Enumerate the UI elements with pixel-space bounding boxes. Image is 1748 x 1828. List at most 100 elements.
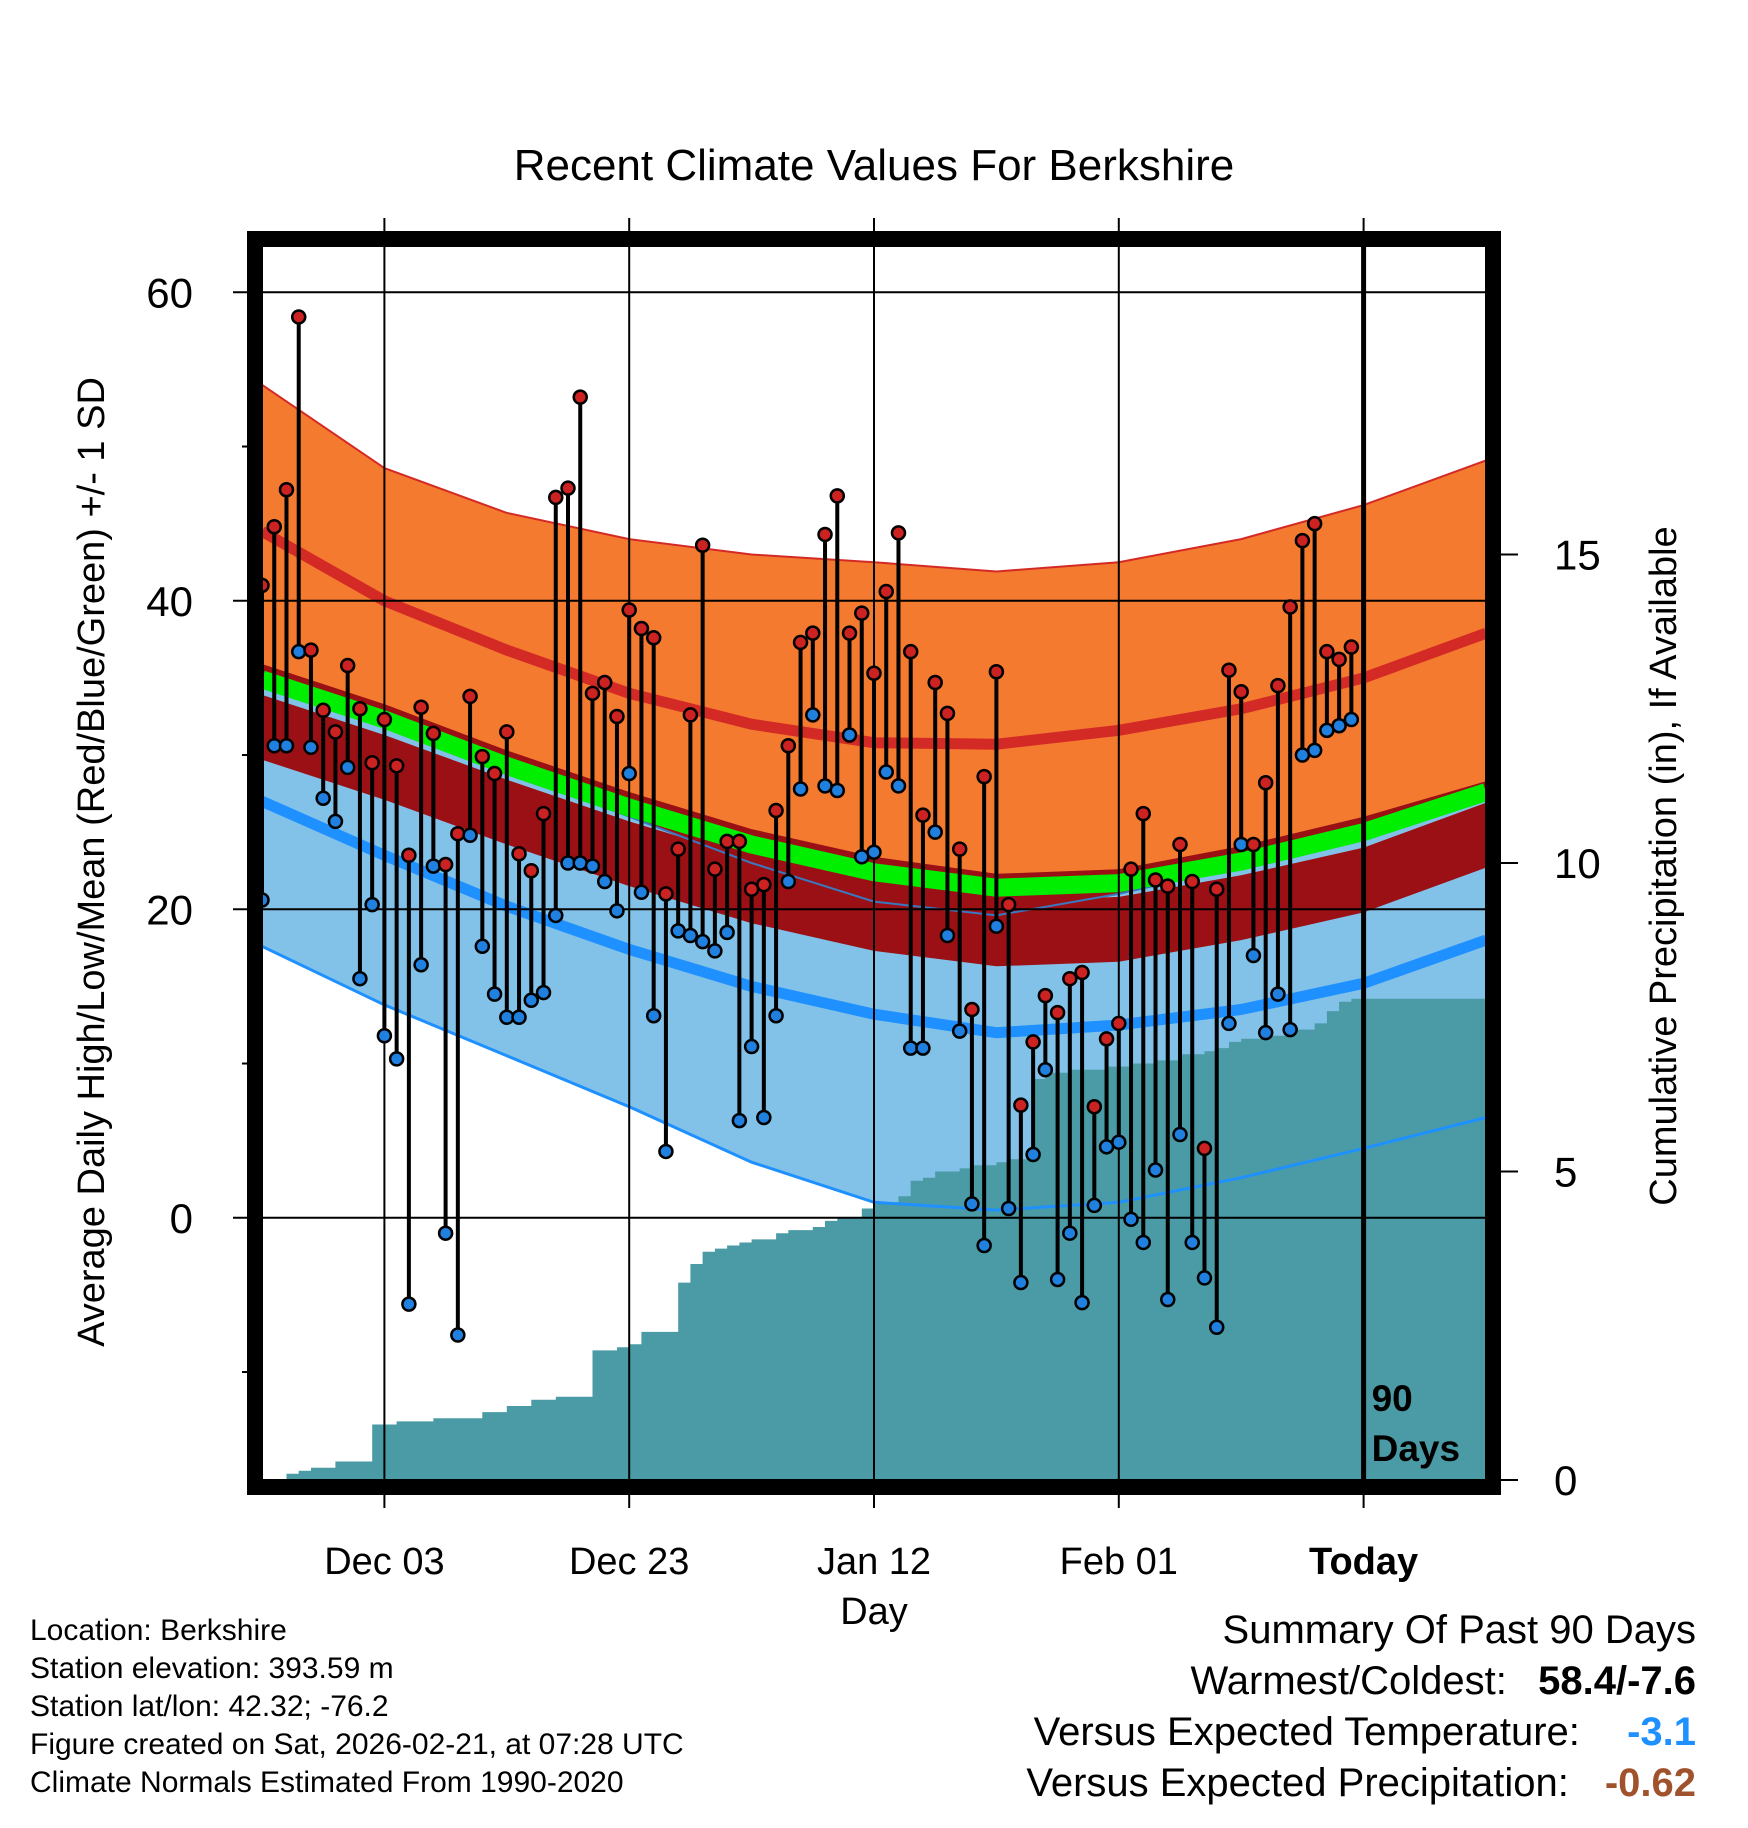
low-point [352,970,368,987]
low-point [290,643,307,660]
high-point [658,886,674,902]
high-point [1135,805,1152,822]
high-point [670,841,686,857]
high-point [768,802,784,819]
normals-text: Climate Normals Estimated From 1990-2020 [30,1766,624,1799]
high-point [278,481,295,498]
high-point [413,699,429,715]
high-point [364,754,380,771]
low-point [780,873,797,890]
low-point [327,813,344,830]
low-point [621,765,637,782]
low-point [523,992,540,1009]
high-point [1098,1031,1115,1047]
high-point [1270,677,1286,694]
low-point [609,903,625,919]
low-point [1049,1271,1066,1288]
low-point [376,1028,393,1044]
low-point [1172,1126,1188,1143]
high-point [1221,662,1237,678]
high-point [1343,639,1360,655]
low-point [829,782,846,799]
high-point [315,702,331,719]
low-point [878,764,894,780]
high-point [388,758,405,774]
low-point [388,1051,405,1067]
high-point [1233,684,1249,700]
high-point [1025,1034,1041,1050]
high-point [499,724,515,740]
low-point [584,858,601,874]
high-point [976,768,992,785]
high-point [425,725,442,742]
y-tick-label: 60 [146,269,193,316]
location-text: Location: Berkshire [30,1614,287,1647]
y2-axis-label: Cumulative Precipitation (in), If Availa… [1643,526,1685,1205]
high-point [1208,881,1225,897]
high-point [1013,1097,1029,1113]
high-point [1123,861,1139,877]
high-point [1086,1098,1103,1115]
low-point [486,986,503,1002]
low-point [927,824,943,840]
high-point [266,518,282,535]
high-point [707,861,723,877]
precip-label: Versus Expected Precipitation: [1026,1761,1569,1805]
low-point [658,1143,674,1160]
low-point [1086,1197,1103,1214]
low-point [401,1296,417,1312]
low-point [645,1007,662,1024]
precip-row: Versus Expected Precipitation: -0.62 [796,1758,1696,1809]
low-point [866,844,882,860]
low-point [315,790,331,806]
low-point [707,943,723,959]
warmest-value: 58.4/-7.6 [1538,1659,1696,1703]
x-tick-label: Jan 12 [817,1541,931,1583]
x-tick-label: Today [1309,1541,1418,1583]
high-point [890,525,907,541]
low-point [413,957,429,973]
high-point [376,711,393,728]
temp-label: Versus Expected Temperature: [1033,1710,1580,1754]
low-point [1306,742,1323,759]
high-point [486,765,503,782]
high-point [939,705,956,722]
y2-tick-label: 0 [1554,1457,1577,1504]
low-point [1184,1234,1200,1251]
x-tick-label: Feb 01 [1060,1541,1178,1583]
low-point [1062,1225,1078,1241]
high-point [854,605,870,621]
y-tick-label: 20 [146,886,193,933]
low-point [1111,1134,1127,1150]
low-point [1013,1274,1029,1291]
high-point [352,701,368,717]
low-point [1282,1021,1298,1038]
high-point [1037,987,1054,1004]
high-point [792,634,809,651]
low-point [694,933,711,950]
high-point [401,847,417,864]
high-point [1282,599,1298,615]
high-point [548,489,564,506]
high-point [866,665,882,682]
high-point [633,620,650,637]
high-point [1160,878,1176,894]
low-point [1331,717,1347,734]
high-point [780,738,797,754]
low-point [1257,1024,1274,1041]
high-point [1062,970,1078,987]
temp-value: -3.1 [1627,1710,1696,1754]
low-point [511,1009,527,1025]
low-point [1196,1270,1213,1286]
high-point [1172,836,1188,853]
station-metadata: Location: Berkshire Station elevation: 3… [30,1612,684,1802]
high-point [523,862,540,879]
low-point [1245,947,1262,964]
high-point [303,642,319,658]
low-point [1123,1211,1139,1228]
low-point [1160,1291,1176,1308]
created-text: Figure created on Sat, 2026-02-21, at 07… [30,1728,684,1761]
x-axis-label: Day [840,1591,908,1633]
high-point [645,630,662,646]
high-point [841,625,858,641]
